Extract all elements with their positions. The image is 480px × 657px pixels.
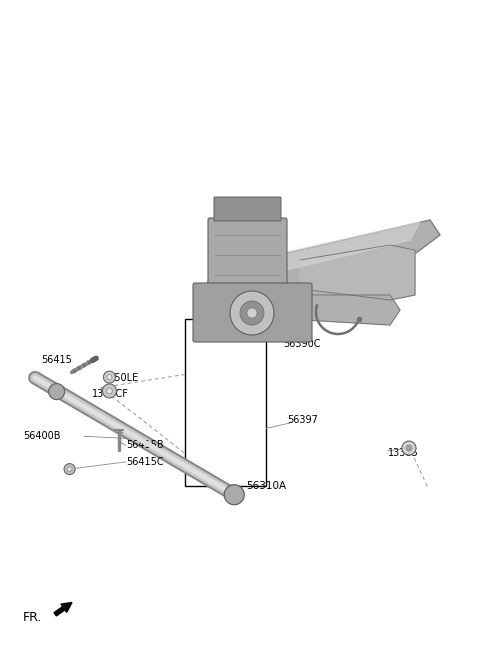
Circle shape [64, 464, 75, 474]
Bar [185, 319, 266, 486]
Circle shape [67, 466, 72, 472]
Polygon shape [300, 295, 400, 325]
Text: 1360CF: 1360CF [92, 389, 129, 399]
FancyBboxPatch shape [214, 197, 281, 221]
Text: 56415C: 56415C [126, 457, 163, 467]
Circle shape [247, 308, 257, 318]
Circle shape [240, 301, 264, 325]
Text: 56415B: 56415B [126, 440, 163, 451]
FancyBboxPatch shape [208, 218, 287, 302]
Circle shape [102, 384, 117, 398]
Circle shape [107, 374, 112, 380]
FancyArrow shape [54, 602, 72, 616]
Text: 13385: 13385 [388, 448, 419, 459]
Polygon shape [205, 222, 420, 290]
FancyBboxPatch shape [193, 283, 312, 342]
Polygon shape [200, 220, 440, 310]
Circle shape [104, 371, 115, 383]
Text: 56310A: 56310A [246, 482, 287, 491]
Circle shape [224, 485, 244, 505]
Polygon shape [300, 245, 415, 300]
Circle shape [402, 441, 416, 455]
Text: 56400B: 56400B [23, 431, 60, 442]
Circle shape [230, 291, 274, 335]
Text: 56370C: 56370C [197, 330, 234, 340]
Text: 1350LE: 1350LE [103, 373, 140, 384]
Text: 56397: 56397 [287, 415, 318, 426]
Text: 56415: 56415 [41, 355, 72, 365]
Circle shape [48, 384, 65, 399]
Circle shape [406, 445, 412, 451]
Circle shape [107, 388, 112, 394]
Text: FR.: FR. [23, 611, 42, 624]
Text: 56390C: 56390C [283, 338, 321, 349]
